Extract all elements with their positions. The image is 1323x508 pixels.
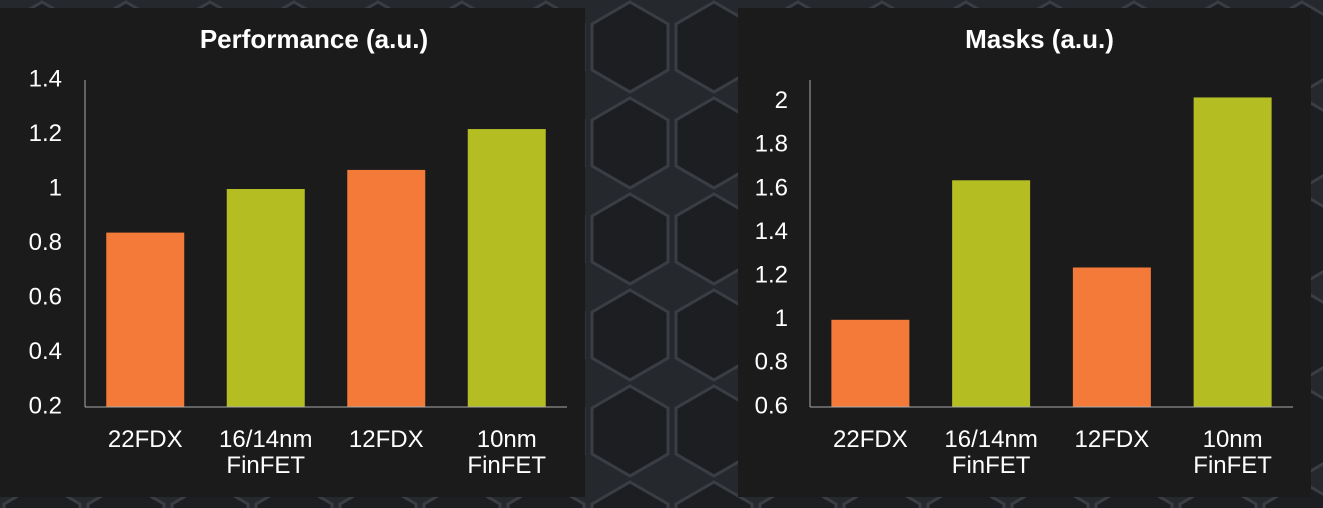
y-tick-label: 1.4: [29, 65, 62, 92]
y-tick-label: 1: [49, 174, 62, 201]
chart-title: Performance (a.u.): [200, 24, 428, 54]
x-tick-label: 16/14nm FinFET: [219, 426, 313, 479]
x-tick-label: 16/14nm FinFET: [944, 426, 1038, 479]
bar: [1193, 97, 1272, 407]
bar: [226, 189, 305, 407]
y-tick-label: 0.6: [755, 392, 788, 419]
x-tick-label: 22FDX: [107, 426, 183, 453]
y-tick-label: 0.4: [29, 338, 62, 365]
y-tick-label: 1.8: [755, 131, 788, 158]
x-tick-label: 10nm FinFET: [1193, 426, 1272, 479]
y-tick-label: 1: [775, 305, 788, 332]
y-tick-label: 0.8: [29, 229, 62, 256]
x-tick-label: 22FDX: [833, 426, 908, 453]
x-tick-label: 12FDX: [1074, 426, 1150, 453]
x-tick-label: 12FDX: [348, 426, 424, 453]
bar: [347, 169, 426, 407]
y-tick-label: 0.8: [755, 349, 788, 376]
y-tick-label: 1.2: [29, 120, 62, 147]
y-tick-label: 0.2: [29, 392, 62, 419]
x-tick-label: 10nm FinFET: [467, 426, 547, 479]
chart-title: Masks (a.u.): [965, 24, 1114, 54]
y-tick-label: 1.6: [755, 174, 788, 201]
bar: [467, 129, 546, 408]
bar: [952, 180, 1031, 407]
bar: [106, 232, 185, 407]
y-tick-label: 0.6: [29, 283, 62, 310]
bar: [831, 319, 910, 407]
y-tick-label: 1.2: [755, 262, 788, 289]
bar: [1072, 267, 1151, 407]
y-tick-label: 2: [775, 87, 788, 114]
y-tick-label: 1.4: [755, 218, 788, 245]
